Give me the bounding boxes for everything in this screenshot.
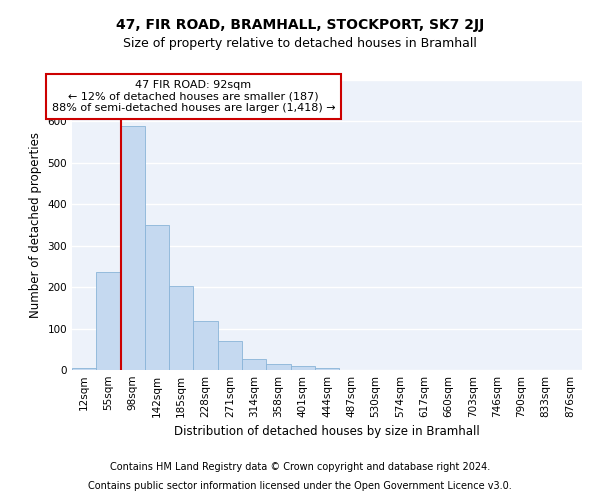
Bar bbox=[169, 286, 193, 370]
Bar bbox=[121, 126, 145, 370]
Bar bbox=[266, 364, 290, 370]
Bar bbox=[193, 320, 218, 370]
Bar bbox=[145, 225, 169, 370]
Text: Size of property relative to detached houses in Bramhall: Size of property relative to detached ho… bbox=[123, 38, 477, 51]
Bar bbox=[290, 366, 315, 370]
Text: Contains HM Land Registry data © Crown copyright and database right 2024.: Contains HM Land Registry data © Crown c… bbox=[110, 462, 490, 472]
Bar bbox=[242, 359, 266, 370]
Bar bbox=[315, 368, 339, 370]
Bar bbox=[72, 368, 96, 370]
Bar bbox=[218, 341, 242, 370]
Y-axis label: Number of detached properties: Number of detached properties bbox=[29, 132, 42, 318]
Text: 47 FIR ROAD: 92sqm
← 12% of detached houses are smaller (187)
88% of semi-detach: 47 FIR ROAD: 92sqm ← 12% of detached hou… bbox=[52, 80, 335, 113]
Bar bbox=[96, 272, 121, 370]
Text: Contains public sector information licensed under the Open Government Licence v3: Contains public sector information licen… bbox=[88, 481, 512, 491]
X-axis label: Distribution of detached houses by size in Bramhall: Distribution of detached houses by size … bbox=[174, 426, 480, 438]
Text: 47, FIR ROAD, BRAMHALL, STOCKPORT, SK7 2JJ: 47, FIR ROAD, BRAMHALL, STOCKPORT, SK7 2… bbox=[116, 18, 484, 32]
